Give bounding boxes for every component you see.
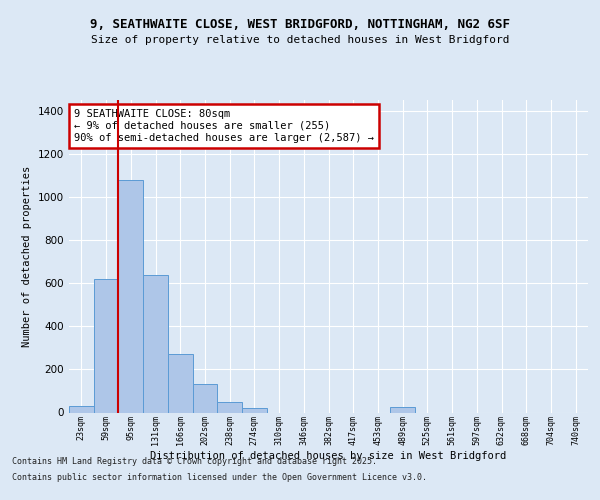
Text: Contains HM Land Registry data © Crown copyright and database right 2025.: Contains HM Land Registry data © Crown c… [12,458,377,466]
X-axis label: Distribution of detached houses by size in West Bridgford: Distribution of detached houses by size … [151,451,506,461]
Bar [242,408,267,412]
Bar [118,180,143,412]
Bar [193,384,217,412]
Bar [168,354,193,412]
Text: 9 SEATHWAITE CLOSE: 80sqm
← 9% of detached houses are smaller (255)
90% of semi-: 9 SEATHWAITE CLOSE: 80sqm ← 9% of detach… [74,110,374,142]
Text: Size of property relative to detached houses in West Bridgford: Size of property relative to detached ho… [91,35,509,45]
Bar [69,406,94,412]
Bar [143,274,168,412]
Y-axis label: Number of detached properties: Number of detached properties [22,166,32,347]
Bar [390,407,415,412]
Bar [94,279,118,412]
Text: 9, SEATHWAITE CLOSE, WEST BRIDGFORD, NOTTINGHAM, NG2 6SF: 9, SEATHWAITE CLOSE, WEST BRIDGFORD, NOT… [90,18,510,30]
Bar [217,402,242,412]
Text: Contains public sector information licensed under the Open Government Licence v3: Contains public sector information licen… [12,472,427,482]
